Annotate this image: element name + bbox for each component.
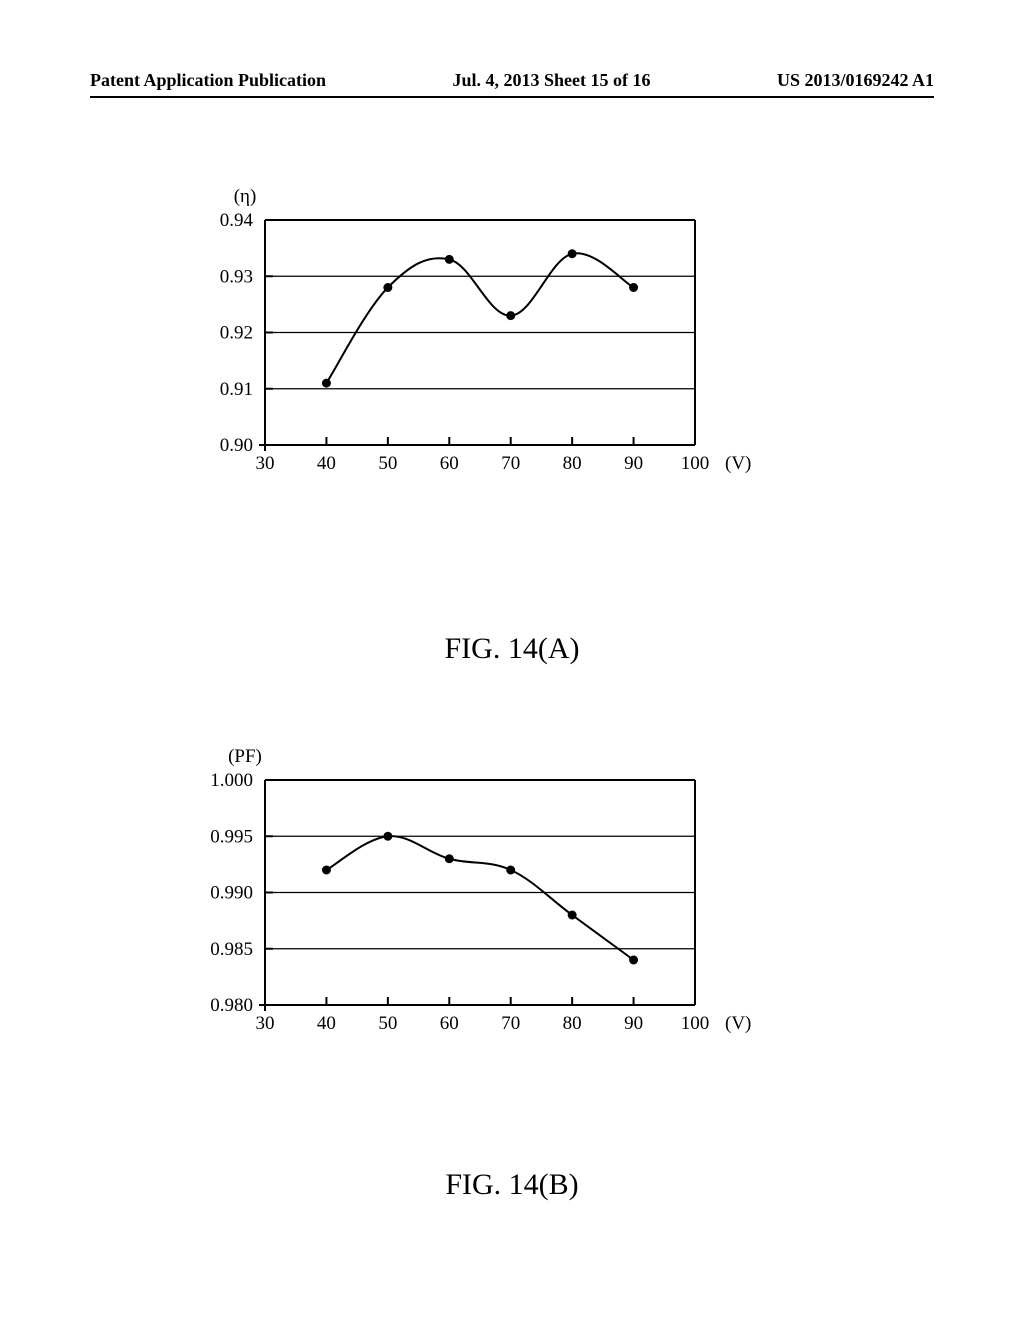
figure-caption-b-text: FIG. 14(B) <box>445 1168 578 1201</box>
svg-text:1.000: 1.000 <box>210 770 253 791</box>
svg-text:50: 50 <box>378 1013 397 1034</box>
svg-text:30: 30 <box>256 1013 275 1034</box>
svg-text:0.985: 0.985 <box>210 939 253 960</box>
svg-text:90: 90 <box>624 1013 643 1034</box>
svg-text:60: 60 <box>440 1013 459 1034</box>
svg-text:40: 40 <box>317 1013 336 1034</box>
power-factor-chart: 30 40 50 60 70 80 90 100 0.980 0.985 0.990 0.995 1.0… <box>0 0 1024 1120</box>
svg-text:70: 70 <box>501 1013 520 1034</box>
svg-text:(V): (V) <box>725 1013 751 1034</box>
svg-text:0.995: 0.995 <box>210 826 253 847</box>
figure-caption-b: FIG. 14(B) <box>0 1168 1024 1202</box>
svg-text:100: 100 <box>681 1013 710 1034</box>
svg-text:80: 80 <box>563 1013 582 1034</box>
svg-text:(PF): (PF) <box>228 746 262 767</box>
svg-text:0.980: 0.980 <box>210 995 253 1016</box>
svg-text:0.990: 0.990 <box>210 883 253 904</box>
